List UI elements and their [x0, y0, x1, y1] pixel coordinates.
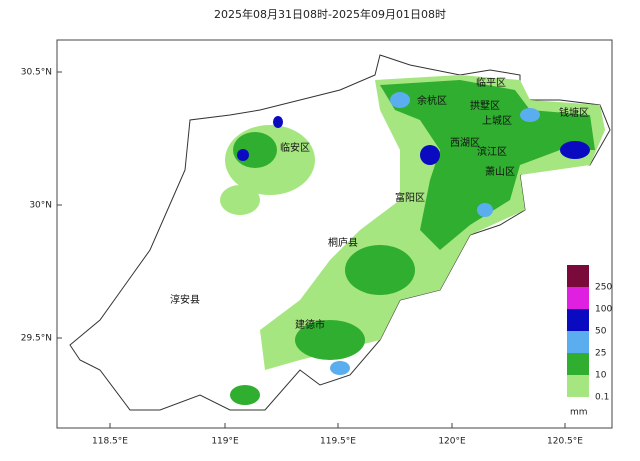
lat-label: 29.5°N [21, 334, 52, 344]
legend-label: 0.1 [595, 393, 609, 403]
map-title: 2025年08月31日08时-2025年09月01日08时 [214, 7, 446, 21]
legend-swatch [567, 353, 589, 375]
region-label: 余杭区 [417, 94, 447, 107]
legend-label: 250 [595, 283, 612, 293]
lon-label: 120°E [438, 437, 466, 447]
rain-areas [220, 75, 605, 405]
lat-label: 30.5°N [21, 68, 52, 78]
lon-label: 118.5°E [92, 437, 128, 447]
lat-label: 30°N [29, 201, 52, 211]
region-label: 淳安县 [170, 293, 200, 306]
legend-swatch [567, 287, 589, 309]
legend-unit: mm [570, 408, 588, 418]
region-label: 萧山区 [485, 166, 515, 178]
legend-swatch [567, 375, 589, 397]
region-label: 上城区 [482, 115, 512, 127]
legend-label: 100 [595, 305, 612, 315]
region-label: 富阳区 [395, 191, 425, 204]
region-label: 建德市 [295, 318, 325, 331]
legend-swatch [567, 309, 589, 331]
region-label: 桐庐县 [328, 236, 358, 249]
legend-label: 50 [595, 327, 607, 337]
legend-swatch [567, 265, 589, 287]
region-label: 临安区 [280, 141, 310, 154]
region-label: 临平区 [476, 76, 506, 89]
lon-label: 119.5°E [320, 437, 356, 447]
region-label: 钱塘区 [559, 106, 589, 119]
legend-swatch [567, 331, 589, 353]
region-label: 西湖区 [450, 137, 480, 149]
region-label: 滨江区 [477, 145, 507, 158]
lon-label: 119°E [211, 437, 239, 447]
region-label: 拱墅区 [470, 99, 500, 112]
lon-label: 120.5°E [547, 437, 583, 447]
legend-label: 25 [595, 349, 606, 359]
legend-label: 10 [595, 371, 607, 381]
